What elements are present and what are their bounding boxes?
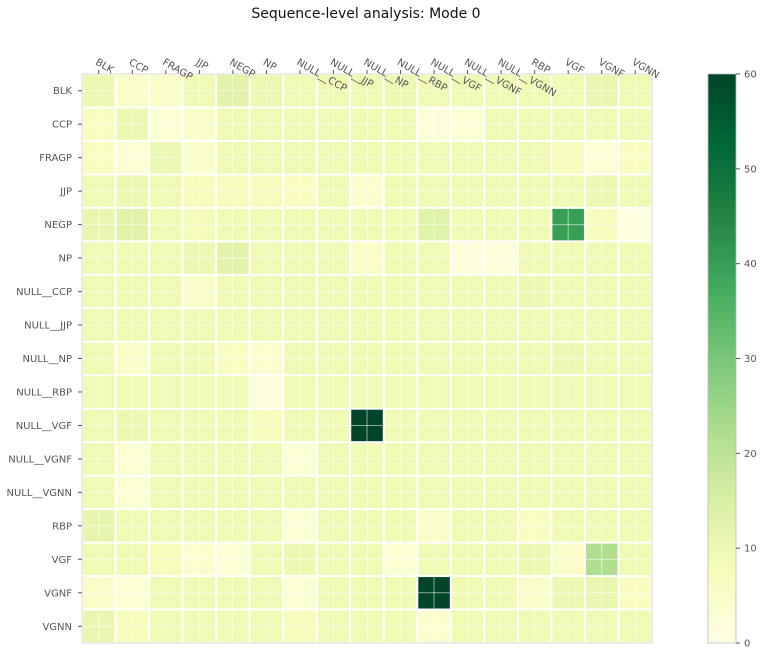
y-tick-label: NULL__CCP [16,287,72,298]
colorbar-tick-label: 50 [744,164,757,175]
y-tick-label: VGNF [44,588,72,599]
x-tick-label: JJP [193,57,210,73]
y-tick-label: NULL__VGNF [8,454,72,465]
colorbar-tick-label: 40 [744,259,757,270]
colorbar-gradient [707,73,737,644]
colorbar-tick-label: 10 [744,544,757,555]
y-tick-label: NULL__JJP [24,321,72,332]
y-tick-label: NULL__VGNN [7,488,73,499]
y-axis-ticks: BLK CCP FRAGP JJP NEGP NP NULL__CCP NULL__JJP NU… [7,86,82,633]
y-tick-label: FRAGP [39,153,72,164]
colorbar: 0 10 20 30 40 50 60 [707,70,757,650]
x-tick-label: NP [261,57,278,73]
y-tick-label: CCP [52,120,72,131]
colorbar-tick-label: 20 [744,449,757,460]
y-tick-label: VGNN [42,622,72,633]
y-tick-label: NP [58,254,72,265]
y-tick-label: RBP [52,521,72,532]
x-tick-label: BLK [93,57,115,76]
heatmap-cells [81,73,653,644]
y-tick-label: JJP [59,187,72,198]
y-tick-label: NULL__RBP [16,387,72,398]
y-tick-label: BLK [53,86,72,97]
y-tick-label: NULL__NP [23,354,72,365]
y-tick-label: NEGP [44,220,72,231]
colorbar-tick-label: 0 [744,639,750,650]
colorbar-tick-label: 60 [744,70,757,81]
chart-title: Sequence-level analysis: Mode 0 [251,6,480,22]
y-tick-label: NULL__VGF [16,421,73,432]
y-tick-label: VGF [52,555,73,566]
colorbar-tick-label: 30 [744,354,757,365]
